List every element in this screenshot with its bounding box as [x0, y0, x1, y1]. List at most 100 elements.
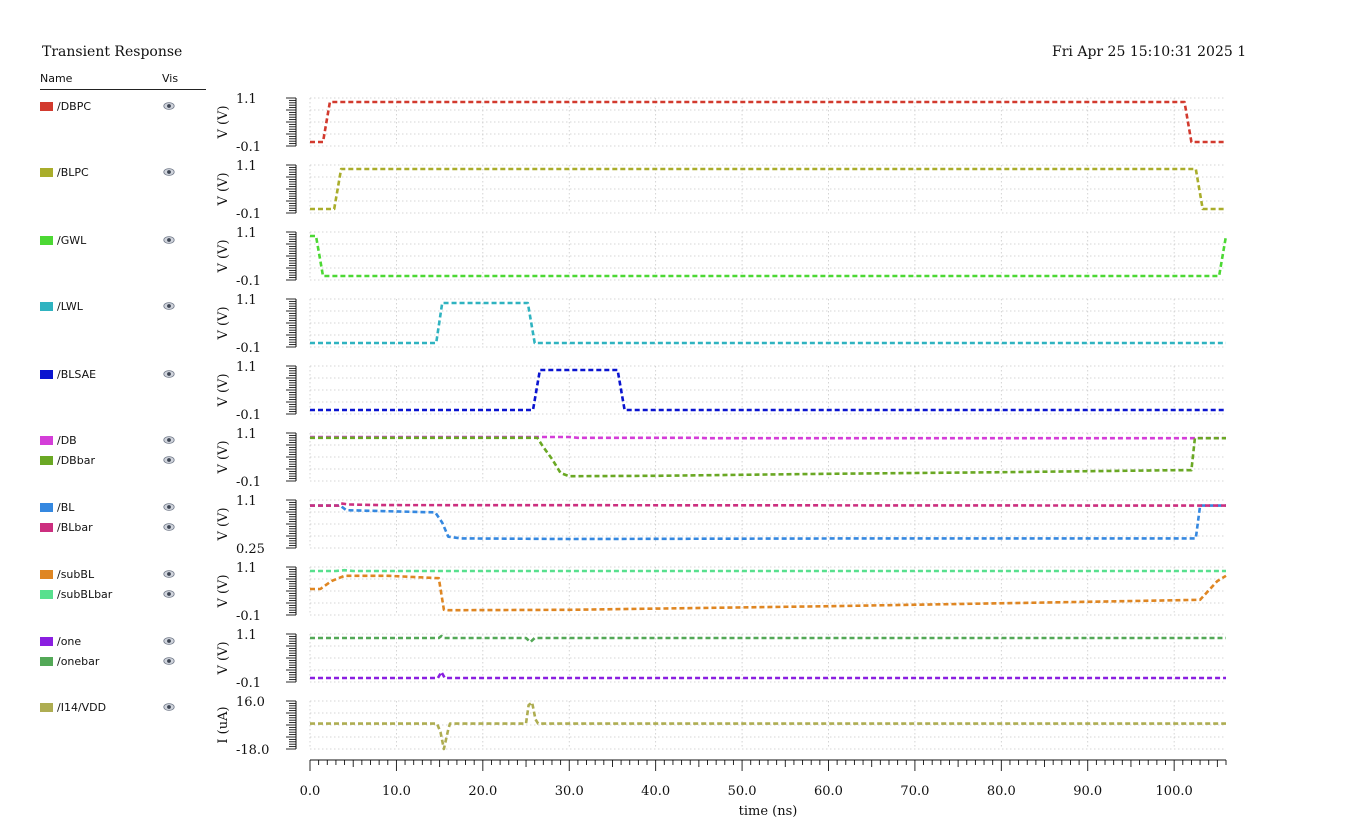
eye-icon[interactable]	[163, 101, 175, 111]
legend-swatch	[40, 590, 53, 599]
y-min-label: -0.1	[236, 475, 261, 490]
legend-label: /BLSAE	[57, 368, 97, 381]
legend-swatch	[40, 102, 53, 111]
legend-swatch	[40, 456, 53, 465]
y-max-label: 1.1	[236, 494, 257, 509]
legend-label: /onebar	[57, 655, 100, 668]
series-line--dbbar	[310, 436, 1226, 478]
eye-icon[interactable]	[163, 656, 175, 666]
legend-label: /BLPC	[57, 166, 89, 179]
eye-icon[interactable]	[163, 235, 175, 245]
legend-swatch	[40, 637, 53, 646]
legend-vis-header: Vis	[162, 72, 179, 85]
legend-label: /BL	[57, 501, 75, 514]
x-tick-label: 30.0	[555, 784, 584, 799]
legend-label: /BLbar	[57, 521, 93, 534]
legend-label: /LWL	[57, 300, 83, 313]
panel-2: 1.1 -0.1 V (V)	[216, 159, 1226, 222]
x-axis: 0.0 10.0 20.0 30.0 40.0 50.0 60.0 70.0 80.0 90.0 1…	[300, 759, 1227, 819]
legend-label: /DBbar	[57, 454, 95, 467]
panel-5: 1.1 -0.1 V (V)	[216, 360, 1226, 423]
y-min-label: -0.1	[236, 609, 261, 624]
window-title: Transient Response	[42, 44, 183, 60]
eye-icon[interactable]	[163, 502, 175, 512]
panel-3: 1.1 -0.1 V (V)	[216, 226, 1228, 289]
x-tick-label: 20.0	[468, 784, 497, 799]
eye-icon[interactable]	[163, 369, 175, 379]
x-tick-label: 70.0	[900, 784, 929, 799]
legend-swatch	[40, 302, 53, 311]
y-min-label: -0.1	[236, 140, 261, 155]
y-min-label: -0.1	[236, 676, 261, 691]
series-line--bl	[310, 504, 1226, 541]
panel-1: 1.1 -0.1 V (V)	[216, 92, 1226, 155]
y-axis-label: V (V)	[216, 641, 231, 675]
panel-8: 1.1 -0.1 V (V)	[216, 561, 1227, 624]
x-tick-label: 90.0	[1073, 784, 1102, 799]
legend-swatch	[40, 657, 53, 666]
series-line--gwl	[310, 234, 1228, 278]
eye-icon[interactable]	[163, 636, 175, 646]
y-axis-label: V (V)	[216, 239, 231, 273]
x-axis-label: time (ns)	[739, 804, 798, 819]
panel-4: 1.1 -0.1 V (V)	[216, 293, 1226, 356]
series-line--one	[310, 670, 1226, 680]
series-line--onebar	[310, 634, 1226, 644]
x-tick-label: 0.0	[300, 784, 321, 799]
series-line--lwl	[310, 301, 1226, 345]
legend-label: /I14/VDD	[57, 701, 107, 714]
legend-swatch	[40, 168, 53, 177]
legend-swatch	[40, 570, 53, 579]
y-max-label: 1.1	[236, 92, 257, 107]
legend-swatch	[40, 436, 53, 445]
y-min-label: -0.1	[236, 341, 261, 356]
y-axis-label: V (V)	[216, 574, 231, 608]
legend-swatch	[40, 523, 53, 532]
series-line--subbl	[310, 574, 1227, 612]
y-axis-label: I (uA)	[216, 706, 231, 743]
y-min-label: -18.0	[236, 743, 269, 758]
y-max-label: 1.1	[236, 628, 257, 643]
timestamp: Fri Apr 25 15:10:31 2025 1	[1052, 44, 1247, 60]
legend-swatch	[40, 703, 53, 712]
legend-label: /one	[57, 635, 82, 648]
legend-header: Name Vis	[40, 72, 206, 90]
legend-label: /DB	[57, 434, 77, 447]
series-line--dbpc	[310, 100, 1226, 144]
y-axis-label: V (V)	[216, 373, 231, 407]
eye-icon[interactable]	[163, 702, 175, 712]
y-max-label: 1.1	[236, 226, 257, 241]
y-max-label: 1.1	[236, 427, 257, 442]
y-min-label: -0.1	[236, 274, 261, 289]
eye-icon[interactable]	[163, 167, 175, 177]
y-max-label: 1.1	[236, 159, 257, 174]
series-line--blbar	[310, 502, 1227, 507]
eye-icon[interactable]	[163, 569, 175, 579]
series-line--blsae	[310, 368, 1226, 412]
eye-icon[interactable]	[163, 301, 175, 311]
legend-label: /subBLbar	[57, 588, 113, 601]
y-axis-label: V (V)	[216, 440, 231, 474]
eye-icon[interactable]	[163, 435, 175, 445]
legend-label: /GWL	[57, 234, 87, 247]
y-min-label: 0.25	[236, 542, 265, 557]
eye-icon[interactable]	[163, 589, 175, 599]
legend-label: /DBPC	[57, 100, 92, 113]
eye-icon[interactable]	[163, 455, 175, 465]
eye-icon[interactable]	[163, 522, 175, 532]
x-tick-label: 50.0	[728, 784, 757, 799]
legend-swatch	[40, 370, 53, 379]
y-max-label: 16.0	[236, 695, 265, 710]
y-min-label: -0.1	[236, 408, 261, 423]
series-line--i14-vdd	[310, 701, 1226, 751]
panel-6: 1.1 -0.1 V (V)	[216, 427, 1226, 490]
y-axis-label: V (V)	[216, 105, 231, 139]
legend-name-header: Name	[40, 72, 73, 85]
x-tick-label: 40.0	[641, 784, 670, 799]
x-tick-label: 10.0	[382, 784, 411, 799]
y-max-label: 1.1	[236, 360, 257, 375]
x-tick-label: 60.0	[814, 784, 843, 799]
x-tick-label: 100.0	[1156, 784, 1193, 799]
panel-10: 16.0 -18.0 I (uA)	[216, 695, 1226, 758]
